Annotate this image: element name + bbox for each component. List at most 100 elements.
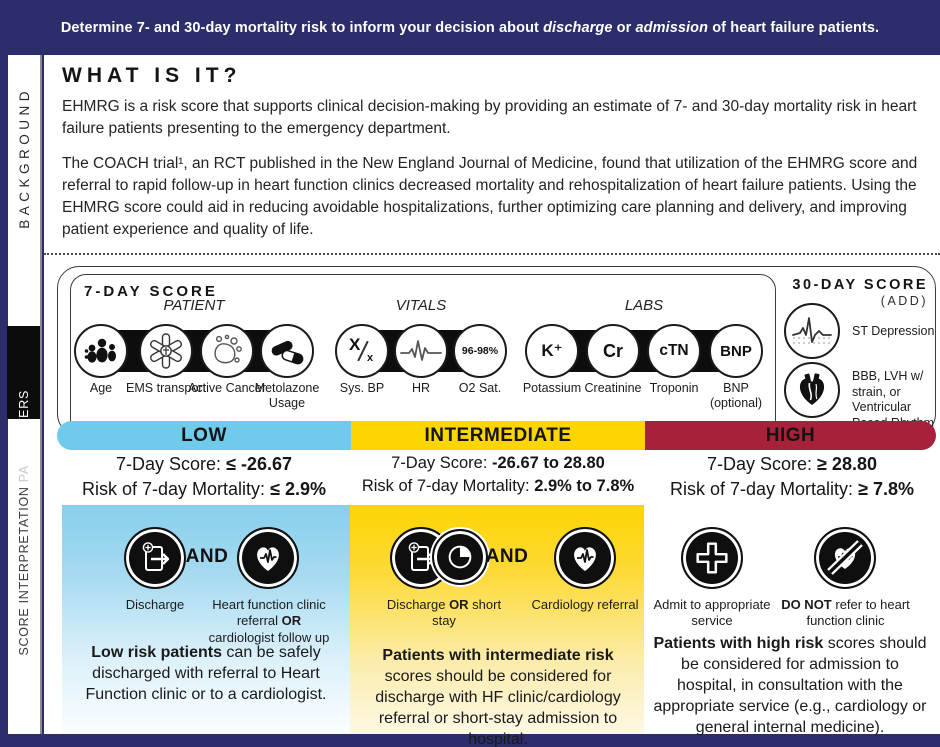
tier-band-low-label: LOW <box>181 424 227 446</box>
age-icon <box>84 338 116 363</box>
top-banner: Determine 7- and 30-day mortality risk t… <box>0 0 940 55</box>
active-cancer-item <box>200 324 254 378</box>
tier-band-high: HIGH <box>645 421 936 450</box>
metolazone-item <box>260 324 314 378</box>
do-not-refer-icon <box>827 540 863 575</box>
o2-sat-label: O2 Sat. <box>458 381 502 395</box>
low-and-label: AND <box>185 546 229 567</box>
banner-text-pre: Determine 7- and 30-day mortality risk t… <box>60 19 544 36</box>
heart-function-item <box>237 527 299 589</box>
active-cancer-icon <box>214 334 242 364</box>
bnp-glyph: BNP <box>720 342 752 360</box>
sidebar-interp-white: RAMETERS <box>17 390 31 466</box>
st-depression-item <box>784 303 840 359</box>
discharge-label: Discharge <box>125 597 185 612</box>
short-stay-clock-icon <box>448 545 472 569</box>
hr-ecg-icon <box>400 340 442 361</box>
sys-bp-glyph-sub: x <box>367 352 374 364</box>
potassium-label: Potassium <box>522 381 582 395</box>
banner-text: Determine 7- and 30-day mortality risk t… <box>61 20 879 36</box>
labs-group-title: LABS <box>624 297 664 314</box>
potassium-glyph: K⁺ <box>541 341 563 360</box>
tier-band-intermediate: INTERMEDIATE <box>351 421 645 450</box>
bnp-item: BNP <box>709 324 763 378</box>
hr-item <box>394 324 448 378</box>
ecg-abnormality-heart-icon <box>799 373 825 405</box>
intermediate-and-label: AND <box>485 546 529 567</box>
high-body-text: Patients with high risk scores should be… <box>653 635 927 737</box>
heart-function-label: Heart function clinic referral OR cardio… <box>208 597 330 645</box>
intro-paragraph-2: The COACH trial¹, an RCT published in th… <box>62 155 918 238</box>
dotted-divider <box>44 253 940 255</box>
discharge-icon <box>142 542 170 571</box>
o2-sat-item: 96-98% <box>453 324 507 378</box>
creatinine-label: Creatinine <box>584 381 642 395</box>
sidebar-label-background: BACKGROUND <box>16 86 32 229</box>
troponin-label: Troponin <box>649 381 699 395</box>
vitals-group-title: VITALS <box>395 297 447 314</box>
what-is-it-heading: WHAT IS IT? <box>62 64 242 87</box>
cardiology-referral-item <box>554 527 616 589</box>
banner-text-mid: or <box>612 19 636 36</box>
creatinine-item: Cr <box>586 324 640 378</box>
labs-bar <box>552 330 736 372</box>
low-risk-line: Risk of 7-day Mortality: ≤ 2.9% <box>82 479 326 500</box>
sidebar-label-score-interpretation-parameters: SCORE INTERPRETATION PARAMETERS <box>8 318 40 728</box>
banner-text-discharge: discharge <box>543 19 613 36</box>
low-score-line: 7-Day Score: ≤ -26.67 <box>116 454 292 474</box>
metolazone-pills-icon <box>271 340 304 365</box>
do-not-refer-item <box>814 527 876 589</box>
thirty-day-score-title: 30-DAY SCORE <box>792 277 928 293</box>
sys-bp-label: Sys. BP <box>339 381 385 395</box>
sidebar-black-box <box>7 326 40 419</box>
creatinine-glyph: Cr <box>602 340 623 361</box>
intro-paragraph-1: EHMRG is a risk score that supports clin… <box>62 98 917 137</box>
intermediate-body-text: Patients with intermediate risk scores s… <box>375 647 621 747</box>
sys-bp-glyph-main: X <box>349 335 361 354</box>
do-not-refer-label: DO NOT refer to heart function clinic <box>781 597 910 629</box>
short-stay-item <box>432 529 488 585</box>
potassium-item: K⁺ <box>525 324 579 378</box>
ems-transport-item <box>139 324 193 378</box>
hr-label: HR <box>411 381 431 395</box>
tier-band-low: LOW <box>57 421 351 450</box>
thirty-day-score-header: 30-DAY SCORE (ADD) <box>788 277 928 308</box>
high-risk-line: Risk of 7-day Mortality: ≥ 7.8% <box>670 479 914 500</box>
low-body-text: Low risk patients can be safely discharg… <box>85 644 327 704</box>
discharge-item <box>124 527 186 589</box>
intermediate-score-line: 7-Day Score: -26.67 to 28.80 <box>391 454 605 472</box>
intermediate-risk-line: Risk of 7-day Mortality: 2.9% to 7.8% <box>361 477 635 496</box>
banner-text-post: of heart failure patients. <box>708 19 880 36</box>
admit-plus-icon <box>696 542 728 574</box>
tier-band-high-label: HIGH <box>765 424 816 446</box>
heart-function-clinic-icon <box>257 547 279 571</box>
active-cancer-label: Active Cancer <box>188 381 266 395</box>
age-label: Age <box>89 381 113 395</box>
o2-sat-icon: 96-98% <box>461 345 499 357</box>
cardiology-referral-icon <box>574 547 596 571</box>
thirty-day-score-subtitle: (ADD) <box>880 294 928 308</box>
sidebar-interp-faint: PA <box>17 465 31 483</box>
st-depression-icon <box>792 317 832 344</box>
high-score-column: 7-Day Score: ≥ 28.80 Risk of 7-day Morta… <box>648 452 936 502</box>
intermediate-score-column: 7-Day Score: -26.67 to 28.80 Risk of 7-d… <box>352 452 644 498</box>
troponin-glyph: cTN <box>659 342 689 359</box>
admit-item <box>681 527 743 589</box>
ems-transport-icon <box>149 333 183 369</box>
low-recommendation-panel <box>62 505 350 734</box>
cardiology-referral-label: Cardiology referral <box>531 597 639 612</box>
tier-band-intermediate-label: INTERMEDIATE <box>424 424 572 446</box>
seven-day-score-title: 7-DAY SCORE <box>84 283 218 300</box>
low-score-column: 7-Day Score: ≤ -26.67 Risk of 7-day Mort… <box>62 452 346 502</box>
discharge-short-stay-label: Discharge OR short stay <box>386 597 502 629</box>
ecg-abnormality-item <box>784 362 840 418</box>
metolazone-label: Metolazone Usage <box>254 381 320 410</box>
sidebar-interp-dark: SCORE INTERPRETATION <box>17 482 31 656</box>
st-depression-label: ST Depression <box>852 324 935 338</box>
banner-text-admission: admission <box>635 19 709 36</box>
admit-label: Admit to appropriate service <box>653 597 771 629</box>
patient-group-title: PATIENT <box>163 297 225 314</box>
troponin-item: cTN <box>647 324 701 378</box>
sys-bp-item: X x <box>335 324 389 378</box>
